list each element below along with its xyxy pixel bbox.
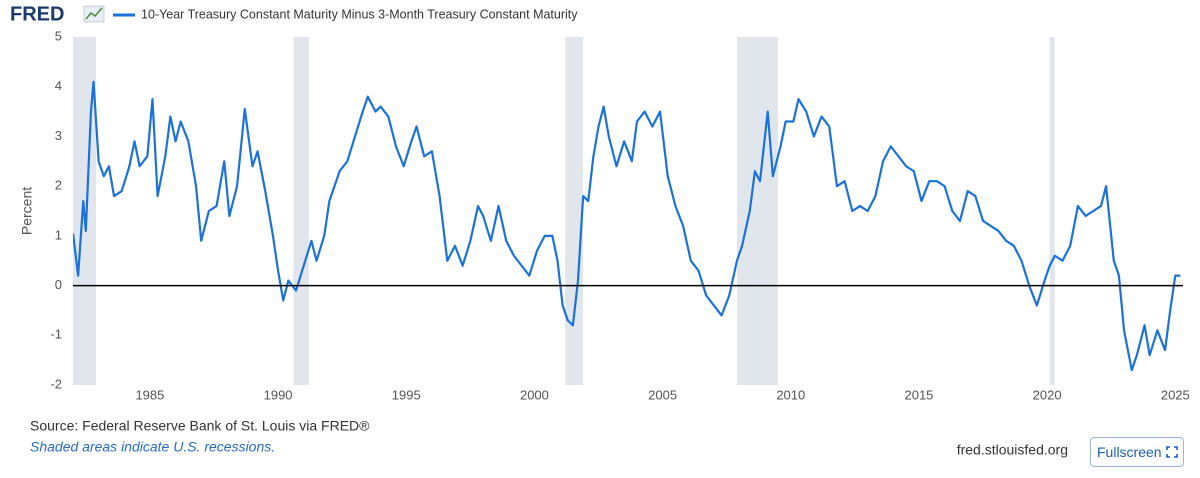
y-tick-label: 5	[55, 28, 62, 43]
logo-icon	[83, 5, 105, 23]
y-tick-label: 1	[55, 227, 62, 242]
y-tick-label: 3	[55, 128, 62, 143]
y-tick-label: 4	[55, 78, 62, 93]
recession-band	[73, 37, 97, 385]
x-tick-label: 2005	[648, 387, 677, 402]
recession-note: Shaded areas indicate U.S. recessions.	[30, 439, 275, 455]
legend-label: 10-Year Treasury Constant Maturity Minus…	[141, 7, 578, 21]
recession-band	[293, 37, 309, 385]
fullscreen-icon	[1165, 446, 1178, 458]
series-line	[73, 80, 1181, 372]
y-axis-label: Percent	[19, 187, 35, 235]
y-tick-label: 2	[55, 178, 62, 193]
logo: FRED	[10, 3, 64, 25]
recession-band	[736, 37, 778, 385]
x-tick-label: 2000	[520, 387, 549, 402]
x-tick-label: 2020	[1033, 387, 1062, 402]
recession-band	[1049, 37, 1055, 385]
x-tick-label: 2010	[776, 387, 805, 402]
button-label[interactable]: Fullscreen	[1097, 444, 1162, 460]
site-url: fred.stlouisfed.org	[957, 442, 1068, 458]
y-tick-label: -2	[50, 376, 62, 391]
x-tick-label: 2025	[1161, 387, 1190, 402]
fullscreen-button[interactable]: Fullscreen	[1090, 437, 1184, 467]
x-tick-label: 1990	[264, 387, 293, 402]
plot-area	[73, 37, 1181, 385]
y-tick-label: -1	[50, 327, 62, 342]
y-tick-label: 0	[55, 277, 62, 292]
x-tick-label: 1995	[392, 387, 421, 402]
x-tick-label: 2015	[904, 387, 933, 402]
source: Source: Federal Reserve Bank of St. Loui…	[30, 418, 370, 434]
x-tick-label: 1985	[135, 387, 164, 402]
recession-band	[565, 37, 584, 385]
